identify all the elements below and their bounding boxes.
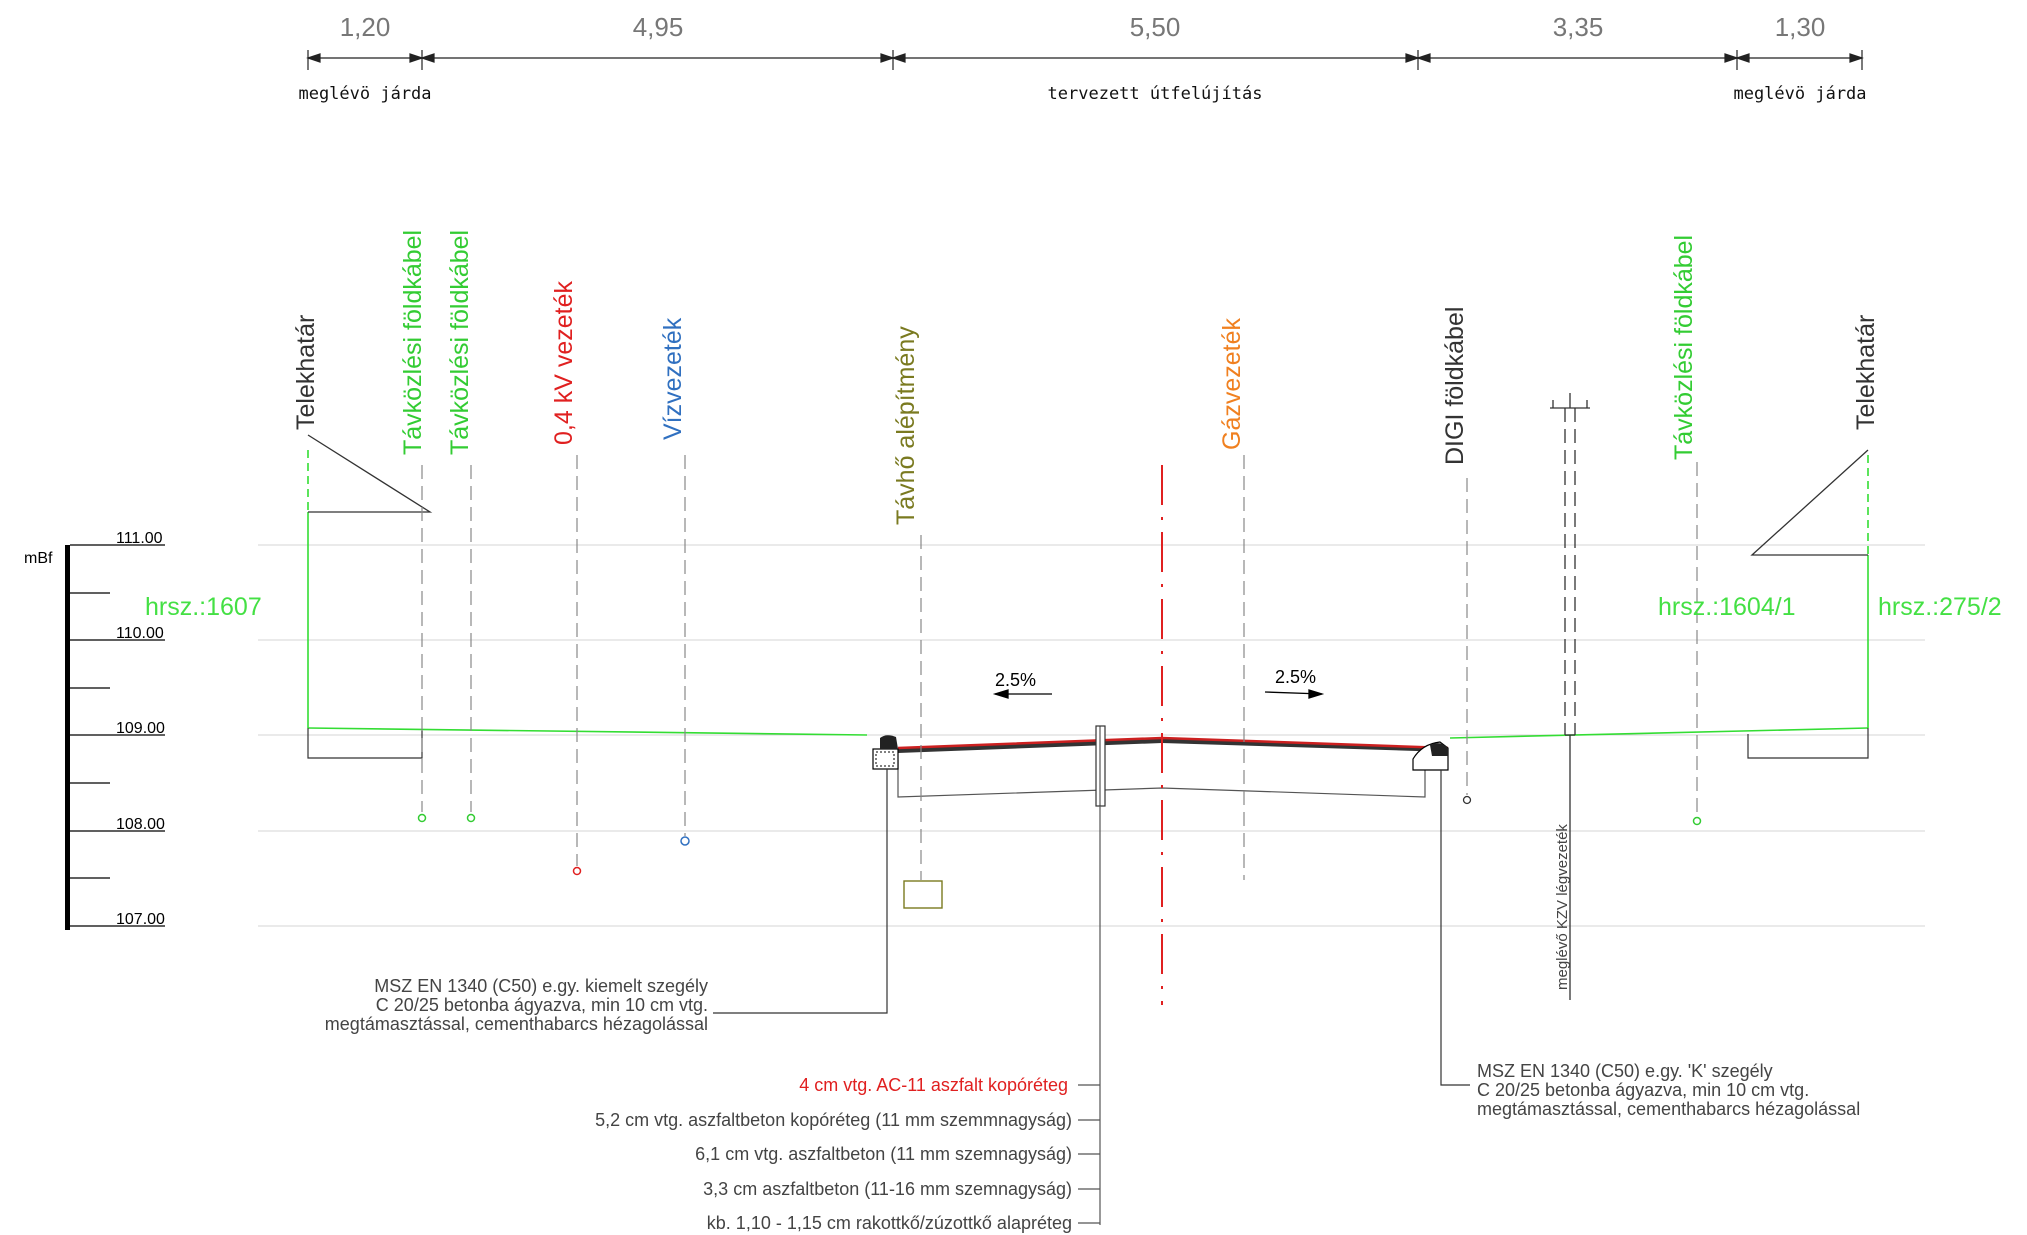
slope-right-label: 2.5% xyxy=(1275,667,1316,687)
utility-label-telekhatar-right: Telekhatár xyxy=(1852,315,1880,430)
power-cable-point xyxy=(572,866,582,876)
utility-label-digi: DIGI földkábel xyxy=(1441,307,1469,465)
parcel-right-inner: hrsz.:1604/1 xyxy=(1658,593,1796,621)
scale-tick-111: 111.00 xyxy=(116,530,163,547)
dimension-chain xyxy=(306,50,1864,70)
dimension-label-right: meglévö járda xyxy=(1733,84,1866,104)
scale-tick-108: 108.00 xyxy=(116,816,165,833)
sidewalk-right xyxy=(1747,728,1869,759)
scale-tick-109: 109.00 xyxy=(116,720,165,737)
utility-label-power: 0,4 kV vezeték xyxy=(550,281,578,445)
scale-tick-107: 107.00 xyxy=(116,911,165,928)
parcel-left: hrsz.:1607 xyxy=(145,593,262,621)
telecom-cable-1-point xyxy=(417,813,427,823)
utility-label-gas: Gázvezeték xyxy=(1218,317,1246,450)
road-structure xyxy=(897,736,1449,798)
overhead-line-note: meglévő KZV légvezeték xyxy=(1554,824,1571,990)
kerb-right-leader xyxy=(1440,770,1470,1086)
utility-label-heating: Távhő alépítmény xyxy=(892,326,920,525)
telecom-cable-3-point xyxy=(1692,816,1702,826)
utility-label-telekhatar-left: Telekhatár xyxy=(292,315,320,430)
layer-thickness-marker xyxy=(1095,725,1106,1225)
water-pipe-point xyxy=(680,836,690,846)
kerb-left-note-line-3: megtámasztással, cementhabarcs hézagolás… xyxy=(325,1014,708,1034)
scale-tick-110: 110.00 xyxy=(116,625,164,642)
dimension-value-4: 3,35 xyxy=(1553,12,1604,42)
kerb-left-note-line-2: C 20/25 betonba ágyazva, min 10 cm vtg. xyxy=(376,995,708,1015)
dimension-label-left: meglévö járda xyxy=(298,84,431,104)
elevation-scale xyxy=(65,544,165,930)
kerb-right xyxy=(1412,741,1449,771)
property-boundary-left xyxy=(307,434,433,513)
kerb-right-note-line-1: MSZ EN 1340 (C50) e.gy. 'K' szegély xyxy=(1477,1061,1773,1081)
telecom-cable-2-point xyxy=(466,813,476,823)
parcel-right-outer: hrsz.:275/2 xyxy=(1878,593,2002,621)
overhead-line-pole xyxy=(1550,393,1590,1000)
dimension-value-5: 1,30 xyxy=(1775,12,1826,42)
digi-cable-point xyxy=(1462,795,1472,805)
elevation-grid xyxy=(258,544,1925,927)
dimension-value-1: 1,20 xyxy=(340,12,391,42)
layer-5-label: kb. 1,10 - 1,15 cm rakottkő/zúzottkő ala… xyxy=(707,1213,1072,1233)
kerb-right-note-line-2: C 20/25 betonba ágyazva, min 10 cm vtg. xyxy=(1477,1080,1809,1100)
layer-4-label: 3,3 cm aszfaltbeton (11-16 mm szemnagysá… xyxy=(703,1179,1072,1199)
kerb-right-note-line-3: megtámasztással, cementhabarcs hézagolás… xyxy=(1477,1099,1860,1119)
layer-leaders xyxy=(1078,1084,1100,1224)
kerb-left-leader xyxy=(713,769,888,1014)
property-boundary-right xyxy=(1750,449,1869,556)
slope-arrows xyxy=(992,689,1325,699)
dimension-label-center: tervezett útfelújítás xyxy=(1048,84,1263,104)
slope-left-label: 2.5% xyxy=(995,670,1036,690)
kerb-left xyxy=(872,735,899,770)
utility-label-telecom-1: Távközlési földkábel xyxy=(399,230,427,455)
layer-3-label: 6,1 cm vtg. aszfaltbeton (11 mm szemnagy… xyxy=(695,1144,1072,1164)
utility-label-water: Vízvezeték xyxy=(659,317,687,440)
scale-unit-label: mBf xyxy=(24,550,53,567)
dimension-value-3: 5,50 xyxy=(1130,12,1181,42)
utility-label-telecom-3: Távközlési földkábel xyxy=(1670,235,1698,460)
layer-1-label: 4 cm vtg. AC-11 aszfalt kopóréteg xyxy=(799,1075,1068,1095)
utility-leaders xyxy=(421,455,1698,880)
kerb-left-note-line-1: MSZ EN 1340 (C50) e.gy. kiemelt szegély xyxy=(374,976,708,996)
dimension-value-2: 4,95 xyxy=(633,12,684,42)
sidewalk-left xyxy=(307,728,423,759)
terrain-line xyxy=(307,450,1869,739)
utility-label-telecom-2: Távközlési földkábel xyxy=(446,230,474,455)
district-heating-duct xyxy=(903,880,943,909)
layer-2-label: 5,2 cm vtg. aszfaltbeton kopóréteg (11 m… xyxy=(595,1110,1072,1130)
